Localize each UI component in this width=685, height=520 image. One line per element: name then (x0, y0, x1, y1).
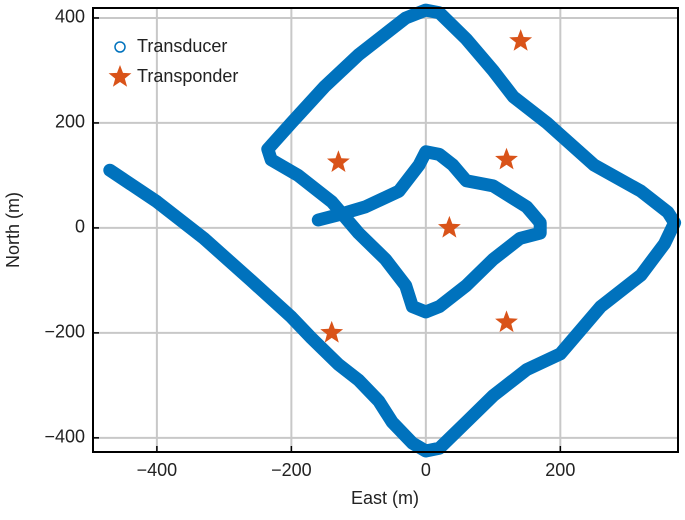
transponder-marker (495, 310, 518, 333)
x-tick-label: 200 (545, 460, 575, 480)
transducer-track (103, 3, 682, 458)
x-axis-label: East (m) (351, 488, 419, 508)
transponder-marker (438, 215, 461, 238)
y-tick-label: −200 (44, 322, 85, 342)
y-tick-label: 0 (75, 217, 85, 237)
y-axis-label: North (m) (3, 192, 23, 268)
legend-marker (114, 41, 126, 53)
x-tick-label: −200 (271, 460, 312, 480)
transponder-marker (327, 150, 350, 172)
x-tick-label: −400 (137, 460, 178, 480)
y-tick-label: −400 (44, 427, 85, 447)
transponder-marker (495, 147, 518, 170)
transponder-marker (320, 320, 344, 343)
legend-label: Transducer (137, 36, 227, 56)
frame (92, 7, 679, 453)
y-tick-label: 400 (55, 7, 85, 27)
legend-label: Transponder (137, 66, 238, 86)
legend-marker (108, 65, 132, 87)
transponder-marker (509, 29, 533, 51)
x-tick-label: 0 (421, 460, 431, 480)
y-tick-label: 200 (55, 112, 85, 132)
